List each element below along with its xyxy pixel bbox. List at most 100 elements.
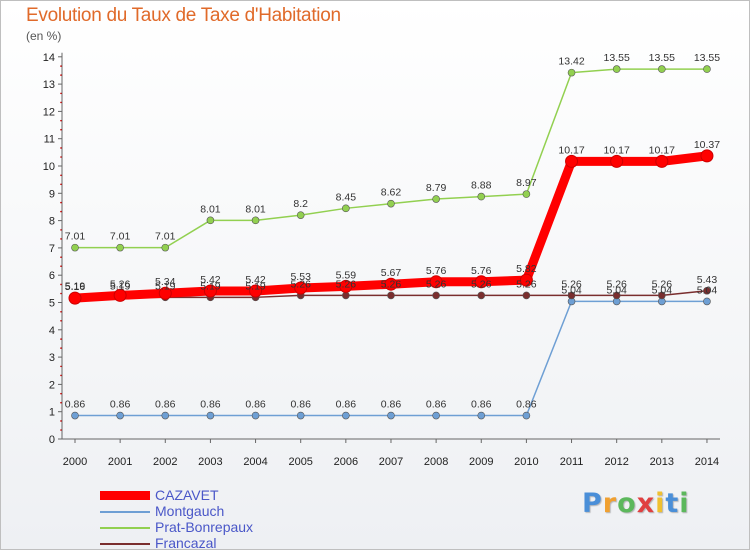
data-point (612, 291, 621, 300)
y-minor-tick (60, 174, 62, 177)
data-point (703, 297, 711, 306)
y-minor-tick (60, 365, 62, 368)
data-point (703, 286, 711, 295)
y-minor-tick (60, 338, 62, 340)
data-label: 5.53 (290, 271, 311, 283)
y-minor-tick (60, 283, 62, 286)
data-point (658, 65, 666, 73)
data-point (565, 154, 579, 168)
data-label: 0.86 (110, 399, 131, 411)
data-point (474, 275, 488, 289)
y-minor-tick (60, 310, 62, 313)
data-point (522, 411, 531, 420)
data-label: 5.04 (606, 284, 627, 296)
data-label: 8.88 (471, 180, 492, 192)
data-label: 5.19 (245, 280, 266, 292)
data-label: 0.86 (65, 399, 86, 411)
data-point (206, 216, 215, 225)
y-minor-tick (60, 374, 62, 377)
data-label: 0.86 (426, 399, 447, 411)
data-label: 5.26 (381, 278, 402, 290)
data-point (432, 195, 440, 203)
data-label: 5.26 (606, 278, 627, 290)
data-point (429, 275, 443, 289)
data-label: 7.01 (155, 231, 176, 243)
data-point (567, 291, 576, 300)
data-point (384, 277, 398, 291)
data-point (342, 411, 350, 420)
data-point (477, 291, 486, 300)
data-label: 5.26 (561, 278, 582, 290)
data-label: 8.2 (293, 198, 308, 210)
data-point (251, 411, 260, 420)
data-label: 0.86 (471, 399, 492, 411)
data-point (161, 243, 170, 252)
y-minor-tick (60, 128, 62, 131)
data-label: 5.34 (155, 276, 176, 288)
legend-swatch (100, 527, 150, 529)
y-minor-tick (60, 392, 62, 395)
y-tick-label: 13 (43, 79, 55, 91)
data-point (342, 291, 350, 300)
x-tick-label: 2003 (198, 456, 222, 468)
data-point (113, 288, 127, 302)
data-point (387, 199, 395, 208)
proxiti-logo: Proxiti (582, 488, 690, 519)
data-label: 13.55 (604, 52, 630, 64)
data-point (296, 211, 305, 219)
data-label: 5.19 (65, 280, 86, 292)
data-label: 8.01 (200, 203, 221, 215)
data-point (477, 192, 486, 201)
data-label: 7.01 (65, 231, 86, 243)
y-axis-unit: (en %) (26, 29, 62, 43)
x-tick-label: 2006 (334, 456, 358, 468)
data-label: 8.97 (516, 177, 537, 189)
data-point (339, 279, 353, 293)
data-point (116, 243, 124, 252)
data-point (610, 154, 624, 168)
data-label: 0.86 (245, 399, 266, 411)
data-label: 5.26 (426, 278, 447, 290)
y-tick-label: 5 (49, 298, 55, 310)
data-point (522, 190, 531, 198)
data-point (296, 411, 305, 420)
y-tick-label: 3 (49, 352, 55, 364)
y-tick-label: 8 (49, 216, 55, 228)
y-minor-tick (60, 238, 62, 240)
data-label: 5.76 (426, 265, 447, 277)
x-tick-label: 2008 (424, 456, 448, 468)
data-point (158, 286, 172, 300)
data-label: 5.42 (245, 274, 266, 286)
y-minor-tick (60, 319, 62, 322)
x-tick-label: 2002 (153, 456, 177, 468)
chart-title: Evolution du Taux de Taxe d'Habitation (26, 5, 341, 26)
data-point (567, 68, 576, 77)
data-point (658, 291, 666, 300)
y-minor-tick (60, 429, 62, 431)
legend-label: CAZAVET (155, 487, 219, 503)
y-minor-tick (60, 201, 62, 204)
data-point (522, 291, 531, 300)
data-point (294, 281, 308, 295)
y-minor-tick (60, 92, 62, 95)
x-tick-label: 2001 (108, 456, 132, 468)
data-label: 0.86 (381, 399, 402, 411)
y-tick-label: 9 (49, 188, 55, 200)
data-label: 5.42 (200, 274, 221, 286)
y-tick-label: 10 (43, 161, 55, 173)
data-label: 5.26 (110, 278, 131, 290)
y-tick-label: 6 (49, 270, 55, 282)
data-label: 5.59 (336, 269, 357, 281)
y-tick-label: 12 (43, 106, 55, 118)
legend-label: Francazal (155, 535, 217, 551)
data-label: 10.37 (694, 139, 720, 151)
data-label: 13.55 (649, 52, 675, 64)
data-point (203, 284, 217, 298)
data-label: 8.45 (336, 191, 357, 203)
y-minor-tick (60, 156, 62, 158)
x-tick-label: 2005 (288, 456, 312, 468)
data-label: 13.42 (558, 56, 584, 68)
data-label: 5.04 (652, 284, 673, 296)
data-point (251, 216, 260, 225)
